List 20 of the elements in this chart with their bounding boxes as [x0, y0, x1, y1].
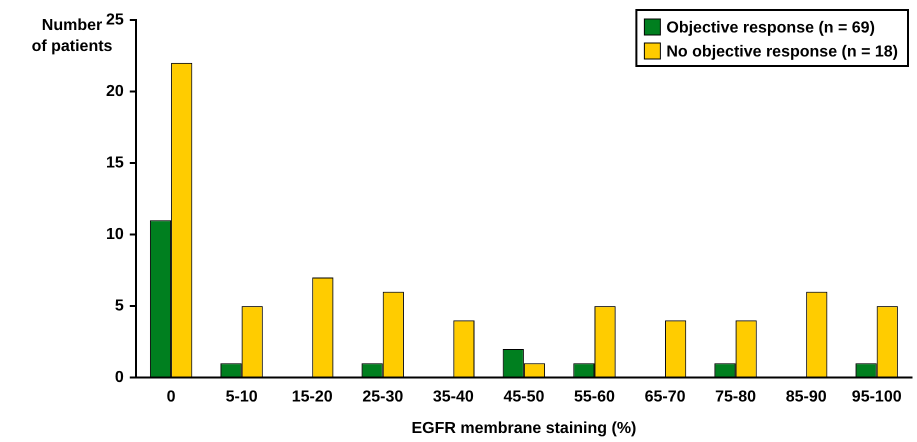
x-tick-label: 35-40 [432, 388, 474, 406]
x-tick-label: 5-10 [226, 388, 258, 406]
y-tick-label: 10 [106, 226, 124, 243]
x-tick-label: 25-30 [362, 388, 404, 406]
x-tick-label: 95-100 [852, 388, 902, 406]
x-tick-label: 75-80 [715, 388, 756, 406]
x-tick-label: 65-70 [644, 388, 686, 406]
x-axis-title: EGFR membrane staining (%) [411, 420, 636, 437]
x-tick-label: 45-50 [503, 388, 544, 406]
y-tick-label: 20 [106, 82, 124, 100]
y-tick-label: 15 [106, 154, 124, 172]
legend-label: Objective response (n = 69) [666, 19, 875, 36]
y-tick-label: 0 [114, 369, 124, 386]
x-tick-label: 55-60 [574, 388, 616, 406]
x-tick-label: 15-20 [292, 388, 333, 406]
y-tick-label: 5 [114, 297, 124, 314]
y-tick-label: 25 [106, 11, 124, 28]
legend-label: No objective response (n = 18) [666, 43, 898, 60]
x-tick-label: 0 [166, 388, 176, 406]
x-tick-label: 85-90 [786, 388, 827, 406]
